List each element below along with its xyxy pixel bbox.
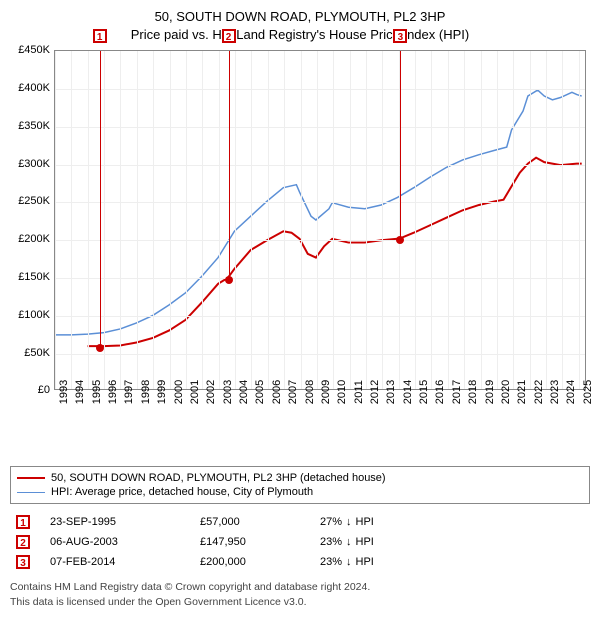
transaction-date: 07-FEB-2014 bbox=[50, 556, 200, 568]
x-tick-label: 2006 bbox=[271, 380, 283, 404]
delta-vs: HPI bbox=[356, 536, 374, 548]
y-tick-label: £0 bbox=[38, 384, 50, 396]
x-tick-label: 2005 bbox=[254, 380, 266, 404]
y-tick-label: £400K bbox=[18, 82, 50, 94]
x-axis: 1993199419951996199719981999200020012002… bbox=[54, 392, 586, 426]
transactions-table: 1 23-SEP-1995£57,00027% ↓ HPI 2 06-AUG-2003£1… bbox=[10, 512, 590, 572]
marker-dot bbox=[96, 344, 104, 352]
y-tick-label: £50K bbox=[24, 347, 50, 359]
x-tick-label: 2015 bbox=[418, 380, 430, 404]
x-tick-label: 2008 bbox=[304, 380, 316, 404]
x-tick-label: 2014 bbox=[402, 380, 414, 404]
x-tick-label: 2021 bbox=[516, 380, 528, 404]
x-tick-label: 2019 bbox=[484, 380, 496, 404]
delta-vs: HPI bbox=[356, 556, 374, 568]
y-tick-label: £200K bbox=[18, 233, 50, 245]
marker-dot bbox=[225, 276, 233, 284]
transaction-price: £57,000 bbox=[200, 516, 320, 528]
footer-line-1: Contains HM Land Registry data © Crown c… bbox=[10, 580, 590, 595]
transaction-index: 2 bbox=[16, 535, 30, 549]
legend-item: HPI: Average price, detached house, City… bbox=[17, 485, 583, 499]
delta-percent: 27% bbox=[320, 516, 342, 528]
y-tick-label: £150K bbox=[18, 271, 50, 283]
legend-item: 50, SOUTH DOWN ROAD, PLYMOUTH, PL2 3HP (… bbox=[17, 471, 583, 485]
transaction-row: 2 06-AUG-2003£147,95023% ↓ HPI bbox=[10, 532, 590, 552]
series-property bbox=[88, 158, 582, 346]
delta-vs: HPI bbox=[356, 516, 374, 528]
x-tick-label: 2025 bbox=[582, 380, 594, 404]
transaction-price: £147,950 bbox=[200, 536, 320, 548]
chart-area: £0£50K£100K£150K£200K£250K£300K£350K£400… bbox=[54, 50, 586, 426]
delta-percent: 23% bbox=[320, 556, 342, 568]
title-line-1: 50, SOUTH DOWN ROAD, PLYMOUTH, PL2 3HP bbox=[10, 8, 590, 26]
x-tick-label: 2009 bbox=[320, 380, 332, 404]
marker-line bbox=[100, 51, 101, 348]
x-tick-label: 2016 bbox=[434, 380, 446, 404]
transaction-price: £200,000 bbox=[200, 556, 320, 568]
transaction-date: 06-AUG-2003 bbox=[50, 536, 200, 548]
transaction-index: 1 bbox=[16, 515, 30, 529]
x-tick-label: 2020 bbox=[500, 380, 512, 404]
transaction-row: 1 23-SEP-1995£57,00027% ↓ HPI bbox=[10, 512, 590, 532]
x-tick-label: 1997 bbox=[123, 380, 135, 404]
marker-dot bbox=[396, 236, 404, 244]
x-tick-label: 2003 bbox=[222, 380, 234, 404]
arrow-down-icon: ↓ bbox=[346, 516, 352, 528]
arrow-down-icon: ↓ bbox=[346, 536, 352, 548]
x-tick-label: 2013 bbox=[385, 380, 397, 404]
y-tick-label: £450K bbox=[18, 44, 50, 56]
marker-label: 2 bbox=[222, 29, 236, 43]
y-tick-label: £350K bbox=[18, 120, 50, 132]
y-tick-label: £250K bbox=[18, 195, 50, 207]
marker-label: 1 bbox=[93, 29, 107, 43]
x-tick-label: 2011 bbox=[353, 381, 365, 405]
legend-swatch bbox=[17, 477, 45, 479]
x-tick-label: 2001 bbox=[189, 380, 201, 404]
x-tick-label: 2002 bbox=[205, 380, 217, 404]
x-tick-label: 2007 bbox=[287, 380, 299, 404]
x-tick-label: 2018 bbox=[467, 380, 479, 404]
x-tick-label: 2004 bbox=[238, 380, 250, 404]
marker-label: 3 bbox=[393, 29, 407, 43]
y-axis: £0 £50K £100K £150K £200K £250K £300K £350K £400… bbox=[10, 50, 52, 426]
legend: 50, SOUTH DOWN ROAD, PLYMOUTH, PL2 3HP (… bbox=[10, 466, 590, 504]
x-tick-label: 1998 bbox=[140, 380, 152, 404]
y-tick-label: £300K bbox=[18, 158, 50, 170]
footer: Contains HM Land Registry data © Crown c… bbox=[10, 580, 590, 609]
plot-area: 123 bbox=[54, 50, 586, 390]
transaction-index: 3 bbox=[16, 555, 30, 569]
x-tick-label: 2000 bbox=[173, 380, 185, 404]
x-tick-label: 2012 bbox=[369, 380, 381, 404]
marker-line bbox=[229, 51, 230, 279]
legend-swatch bbox=[17, 492, 45, 494]
x-tick-label: 2023 bbox=[549, 380, 561, 404]
footer-line-2: This data is licensed under the Open Gov… bbox=[10, 595, 590, 610]
x-tick-label: 1996 bbox=[107, 380, 119, 404]
transaction-delta: 23% ↓ HPI bbox=[320, 536, 374, 548]
transaction-delta: 27% ↓ HPI bbox=[320, 516, 374, 528]
arrow-down-icon: ↓ bbox=[346, 556, 352, 568]
transaction-date: 23-SEP-1995 bbox=[50, 516, 200, 528]
transaction-delta: 23% ↓ HPI bbox=[320, 556, 374, 568]
x-tick-label: 1995 bbox=[91, 380, 103, 404]
x-tick-label: 2022 bbox=[533, 380, 545, 404]
marker-line bbox=[400, 51, 401, 240]
x-tick-label: 2017 bbox=[451, 380, 463, 404]
transaction-row: 3 07-FEB-2014£200,00023% ↓ HPI bbox=[10, 552, 590, 572]
x-tick-label: 1993 bbox=[58, 380, 70, 404]
x-tick-label: 1994 bbox=[74, 380, 86, 404]
legend-label: 50, SOUTH DOWN ROAD, PLYMOUTH, PL2 3HP (… bbox=[51, 472, 386, 484]
y-tick-label: £100K bbox=[18, 309, 50, 321]
x-tick-label: 2010 bbox=[336, 380, 348, 404]
line-layer bbox=[55, 51, 585, 389]
chart-container: 50, SOUTH DOWN ROAD, PLYMOUTH, PL2 3HP P… bbox=[0, 0, 600, 620]
legend-label: HPI: Average price, detached house, City… bbox=[51, 486, 313, 498]
x-tick-label: 2024 bbox=[565, 380, 577, 404]
delta-percent: 23% bbox=[320, 536, 342, 548]
x-tick-label: 1999 bbox=[156, 380, 168, 404]
